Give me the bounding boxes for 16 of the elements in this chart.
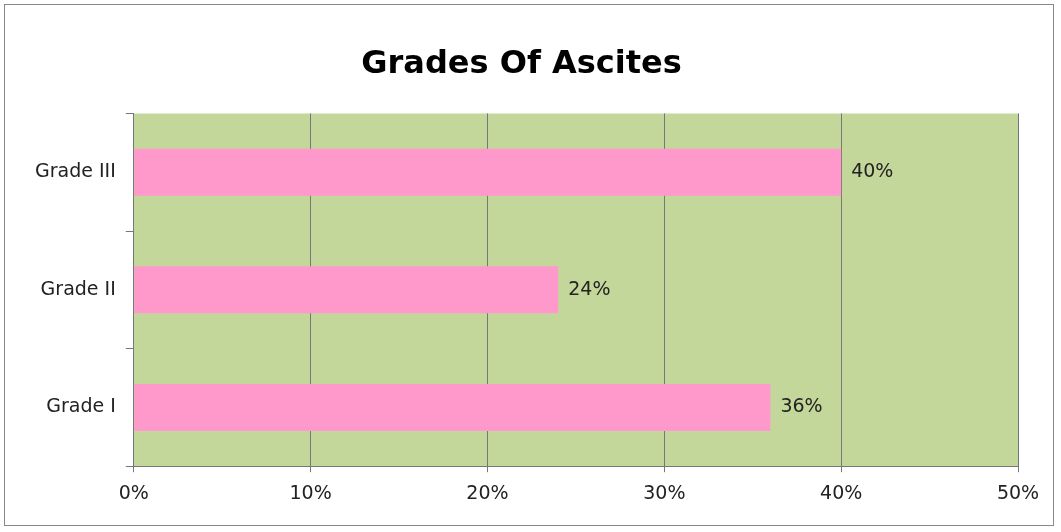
bar [134, 383, 771, 431]
x-tick-label: 10% [289, 480, 332, 503]
x-tick-label: 50% [996, 480, 1040, 503]
chart-title: Grades Of Ascites [361, 42, 682, 81]
x-tick-label: 20% [466, 480, 509, 503]
x-tick-label: 40% [820, 480, 863, 503]
y-tick-label: Grade I [46, 394, 116, 417]
data-label: 24% [568, 276, 611, 299]
data-label: 36% [780, 394, 823, 417]
bar [134, 148, 842, 196]
x-tick-label: 0% [118, 480, 149, 503]
data-label: 40% [851, 159, 894, 182]
y-tick-label: Grade III [35, 159, 116, 182]
bar [134, 266, 559, 314]
x-tick-label: 30% [643, 480, 686, 503]
y-tick-label: Grade II [40, 276, 116, 299]
